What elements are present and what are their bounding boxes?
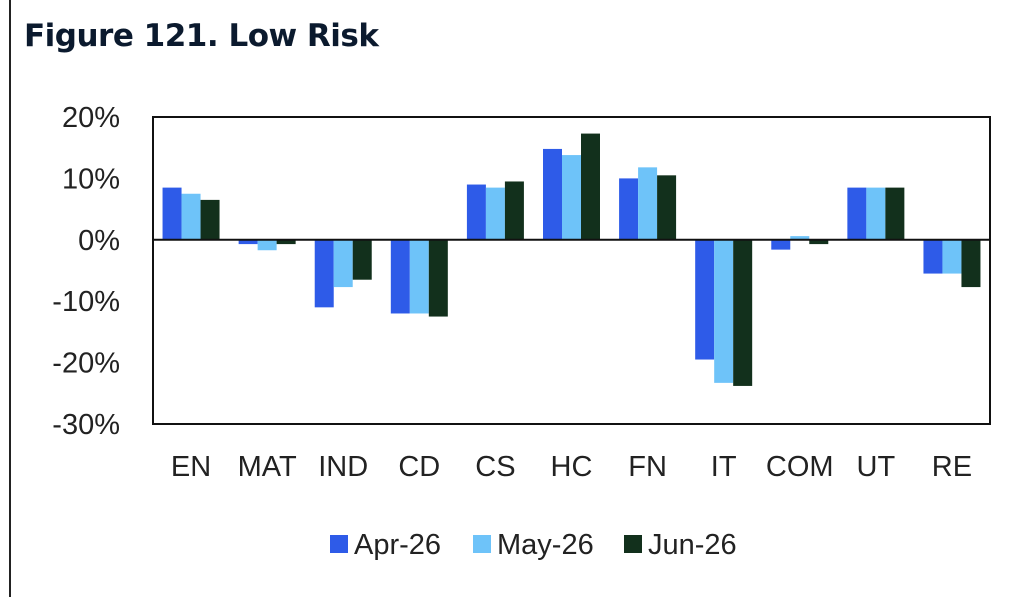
bar-may-ut [866,187,886,240]
bar-apr-hc [543,148,562,240]
y-tick-label: -10% [52,286,120,318]
x-tick-label: IND [318,451,368,483]
bar-apr-mat [238,239,258,245]
bar-jun-re [961,239,981,288]
bar-may-it [714,239,734,383]
figure-title: Figure 121. Low Risk [24,18,379,54]
x-tick-label: FN [628,451,667,483]
bar-jun-cd [428,239,448,317]
bar-apr-en [162,187,182,240]
legend-label-jun: Jun-26 [648,529,737,561]
x-tick-label: CD [398,451,440,483]
bar-apr-ind [314,239,334,308]
bar-may-re [942,239,962,274]
bar-apr-ut [847,187,867,240]
figure-border [9,0,11,597]
legend-swatch-apr [330,535,348,553]
bar-apr-fn [619,178,639,240]
bars-group [162,133,981,386]
bar-jun-en [200,199,220,240]
legend: Apr-26 May-26 Jun-26 [330,529,737,561]
bar-apr-com [771,239,791,250]
bar-jun-hc [581,133,600,240]
x-tick-label: MAT [238,451,297,483]
bar-jun-mat [276,239,296,245]
bar-may-cs [485,187,505,240]
bar-may-fn [638,167,658,240]
bar-jun-fn [657,175,677,240]
x-tick-label: RE [932,451,972,483]
y-axis-tick-labels: 20% 10% 0% -10% -20% -30% [52,102,120,441]
x-tick-label: EN [171,451,211,483]
plot-area-frame [152,116,991,425]
y-tick-label: 20% [62,102,120,134]
bar-may-mat [257,239,277,251]
y-tick-label: 0% [78,225,120,257]
x-axis-tick-labels: EN MAT IND CD CS HC FN IT COM UT RE [171,451,972,483]
bar-apr-cs [466,184,486,240]
bar-apr-it [695,239,715,360]
bar-apr-re [923,239,943,274]
x-tick-label: COM [766,451,834,483]
legend-swatch-jun [624,535,642,553]
bar-jun-ut [885,187,905,240]
x-tick-label: HC [551,451,593,483]
legend-label-apr: Apr-26 [354,529,441,561]
bar-may-com [790,236,810,240]
bar-apr-cd [390,239,410,314]
bar-may-en [181,193,201,240]
bar-jun-ind [352,239,372,280]
x-tick-label: CS [475,451,515,483]
bar-may-ind [333,239,353,288]
y-tick-label: -20% [52,348,120,380]
x-tick-label: IT [711,451,737,483]
bar-may-hc [562,155,581,240]
x-tick-label: UT [857,451,896,483]
bar-jun-com [809,239,829,245]
bar-jun-cs [504,181,524,240]
legend-swatch-may [473,535,491,553]
bar-jun-it [733,239,753,386]
y-tick-label: 10% [62,163,120,195]
bar-may-cd [409,239,429,314]
legend-label-may: May-26 [497,529,594,561]
y-tick-label: -30% [52,409,120,441]
